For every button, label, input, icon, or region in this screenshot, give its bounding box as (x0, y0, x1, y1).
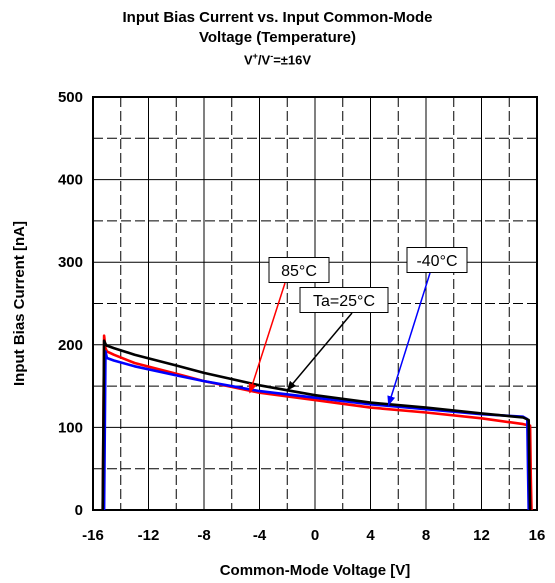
x-axis-label: Common-Mode Voltage [V] (220, 562, 411, 579)
annotation-arrow (248, 282, 286, 394)
series-line (101, 334, 533, 511)
series-line (102, 350, 530, 511)
series-line (101, 339, 532, 511)
tick-layer: -16 -12 -8 -4 0 4 8 12 16 0 100 200 300 400 500 (58, 89, 545, 544)
annotation-box (406, 247, 468, 273)
x-tick-label: -16 (82, 527, 104, 544)
subtitle-v-plus: V (243, 52, 253, 68)
annotation-arrow (286, 312, 353, 391)
x-tick-label: 0 (311, 527, 319, 544)
y-axis-label: Input Bias Current [nA] (11, 221, 28, 386)
x-tick-label: -4 (253, 527, 267, 544)
y-tick-label: 400 (58, 172, 83, 189)
x-tick-label: -12 (138, 527, 160, 544)
subtitle-value: =±16V (273, 52, 312, 68)
y-tick-label: 100 (58, 419, 83, 436)
annotation-label: Ta=25°C (313, 293, 375, 310)
annotation-layer: 85°C Ta=25°C -40°C (248, 247, 468, 407)
annotation-label: -40°C (416, 253, 457, 270)
subtitle-sup-plus: + (252, 51, 258, 61)
chart-title-line2: Voltage (Temperature) (199, 29, 356, 46)
chart-subtitle: V+/V-=±16V (0, 51, 555, 67)
subtitle-sup-minus: - (270, 51, 274, 61)
x-tick-label: 8 (422, 527, 430, 544)
series-layer (101, 334, 533, 511)
x-tick-label: -8 (197, 527, 210, 544)
annotation-box (299, 287, 389, 313)
annotation-arrow (387, 272, 431, 407)
y-tick-label: 0 (75, 502, 83, 519)
subtitle-v-minus: /V (257, 52, 271, 68)
x-tick-label: 12 (473, 527, 490, 544)
y-tick-label: 200 (58, 337, 83, 354)
plot-frame (92, 96, 538, 511)
x-tick-label: 4 (366, 527, 375, 544)
annotation-label: 85°C (281, 263, 317, 280)
chart-title: Input Bias Current vs. Input Common-Mode (122, 9, 433, 26)
y-tick-label: 500 (58, 89, 83, 106)
x-tick-label: 16 (529, 527, 546, 544)
y-tick-label: 300 (58, 254, 83, 271)
annotation-box (268, 257, 330, 283)
